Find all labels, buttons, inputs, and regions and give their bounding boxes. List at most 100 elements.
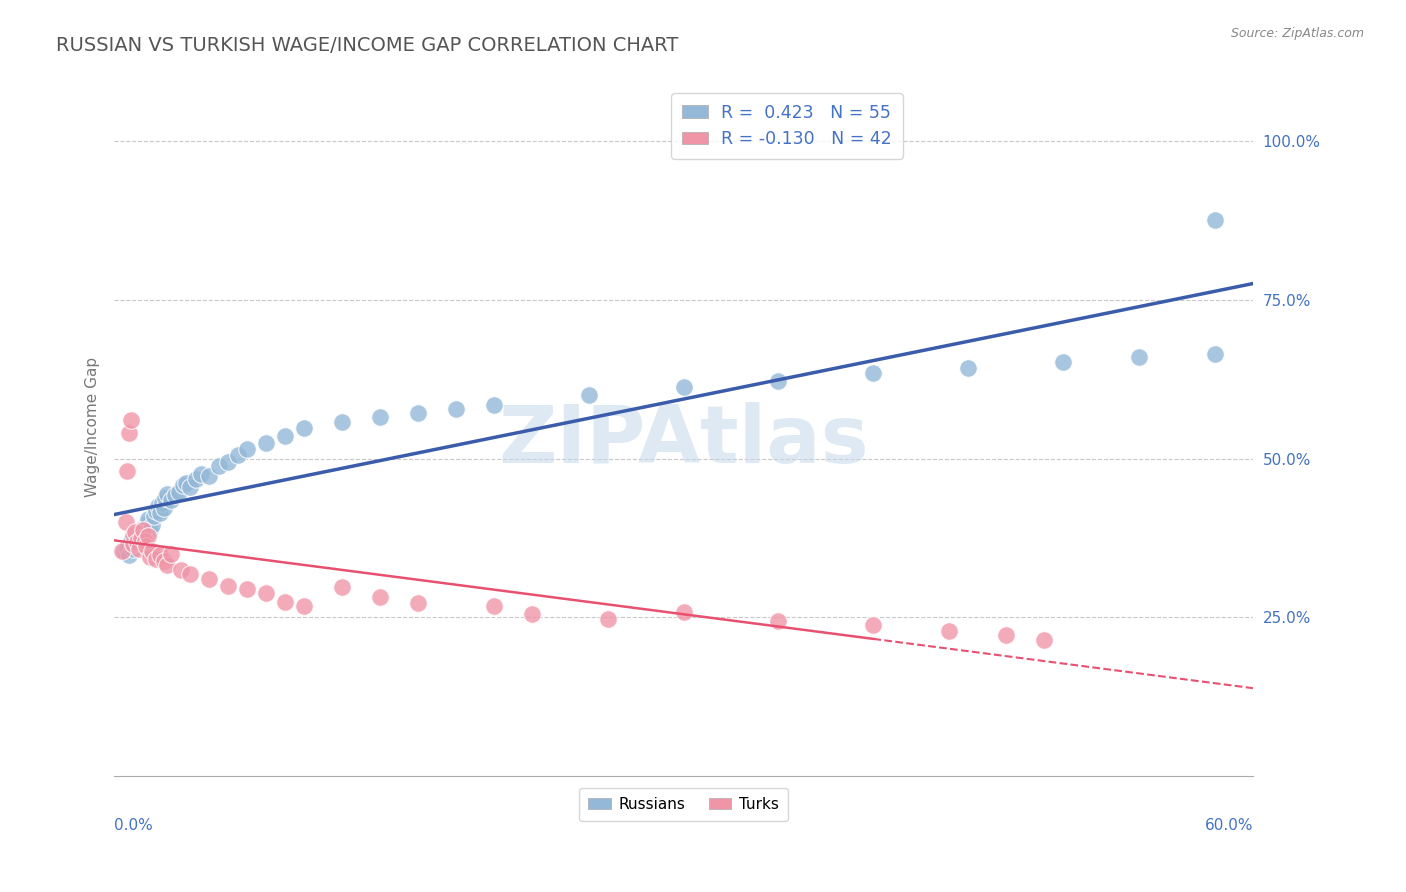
Point — [768, 614, 790, 628]
Point — [131, 529, 153, 543]
Point — [125, 535, 148, 549]
Point — [141, 543, 163, 558]
Point — [128, 530, 150, 544]
Point — [112, 543, 135, 558]
Text: Source: ZipAtlas.com: Source: ZipAtlas.com — [1230, 27, 1364, 40]
Point — [672, 605, 695, 619]
Point — [145, 552, 167, 566]
Point — [117, 541, 139, 555]
Point — [120, 413, 142, 427]
Point — [122, 541, 145, 556]
Point — [122, 528, 145, 542]
Point — [176, 475, 198, 490]
Point — [129, 531, 152, 545]
Point — [1204, 213, 1226, 227]
Point — [596, 612, 619, 626]
Point — [236, 582, 259, 596]
Point — [672, 380, 695, 394]
Legend: Russians, Turks: Russians, Turks — [579, 788, 789, 821]
Point — [131, 521, 153, 535]
Text: 0.0%: 0.0% — [114, 818, 153, 833]
Point — [114, 515, 136, 529]
Point — [143, 508, 166, 523]
Point — [122, 537, 145, 551]
Point — [1033, 632, 1056, 647]
Point — [198, 572, 221, 586]
Point — [254, 435, 277, 450]
Point — [141, 518, 163, 533]
Point — [169, 563, 191, 577]
Point — [292, 421, 315, 435]
Point — [406, 406, 429, 420]
Point — [124, 524, 146, 539]
Point — [1052, 355, 1074, 369]
Point — [128, 541, 150, 556]
Point — [482, 398, 505, 412]
Point — [1204, 347, 1226, 361]
Point — [862, 366, 884, 380]
Point — [274, 429, 297, 443]
Point — [862, 618, 884, 632]
Point — [163, 488, 186, 502]
Point — [135, 539, 157, 553]
Point — [131, 523, 153, 537]
Point — [520, 607, 543, 622]
Y-axis label: Wage/Income Gap: Wage/Income Gap — [86, 357, 100, 497]
Point — [149, 548, 172, 562]
Point — [125, 535, 148, 549]
Point — [120, 534, 142, 549]
Point — [124, 533, 146, 547]
Point — [149, 506, 172, 520]
Point — [156, 486, 179, 500]
Point — [152, 554, 174, 568]
Point — [118, 548, 141, 562]
Point — [190, 467, 212, 482]
Point — [957, 361, 980, 376]
Point — [274, 594, 297, 608]
Point — [118, 426, 141, 441]
Point — [444, 402, 467, 417]
Point — [179, 567, 201, 582]
Point — [155, 491, 177, 505]
Point — [217, 455, 239, 469]
Point — [172, 478, 194, 492]
Point — [198, 469, 221, 483]
Point — [145, 503, 167, 517]
Point — [139, 549, 162, 564]
Point — [150, 496, 173, 510]
Point — [152, 501, 174, 516]
Point — [406, 596, 429, 610]
Point — [207, 459, 229, 474]
Point — [111, 543, 134, 558]
Point — [156, 558, 179, 573]
Point — [236, 442, 259, 456]
Point — [167, 484, 190, 499]
Point — [117, 464, 139, 478]
Point — [129, 526, 152, 541]
Point — [292, 599, 315, 613]
Point — [995, 628, 1018, 642]
Point — [226, 449, 249, 463]
Point — [179, 480, 201, 494]
Point — [146, 500, 169, 514]
Text: 60.0%: 60.0% — [1205, 818, 1253, 833]
Point — [938, 624, 960, 639]
Point — [122, 537, 145, 551]
Point — [578, 388, 600, 402]
Point — [217, 579, 239, 593]
Point — [1128, 350, 1150, 364]
Point — [134, 534, 156, 549]
Point — [135, 520, 157, 534]
Text: ZIPAtlas: ZIPAtlas — [498, 401, 869, 480]
Point — [330, 580, 353, 594]
Point — [138, 529, 160, 543]
Point — [138, 516, 160, 531]
Point — [138, 512, 160, 526]
Point — [134, 524, 156, 539]
Point — [368, 410, 391, 425]
Point — [768, 374, 790, 388]
Point — [368, 590, 391, 604]
Point — [254, 586, 277, 600]
Text: RUSSIAN VS TURKISH WAGE/INCOME GAP CORRELATION CHART: RUSSIAN VS TURKISH WAGE/INCOME GAP CORRE… — [56, 36, 679, 54]
Point — [160, 492, 183, 507]
